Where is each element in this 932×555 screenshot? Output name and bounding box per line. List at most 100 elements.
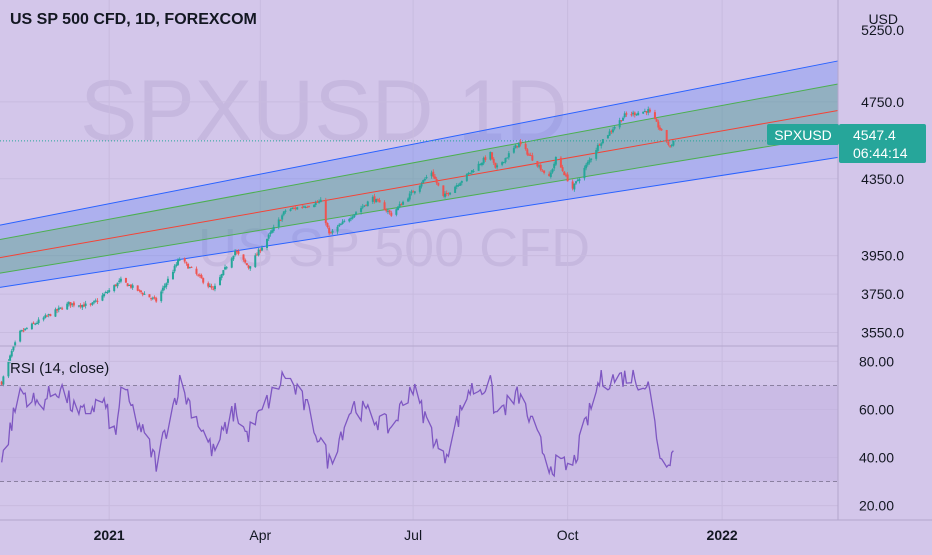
candle xyxy=(600,142,603,149)
candle xyxy=(455,182,458,190)
watermark-symbol: SPXUSD 1D xyxy=(80,63,568,159)
candle-body xyxy=(267,234,270,239)
candle-body xyxy=(272,226,275,231)
candle xyxy=(93,300,96,305)
candle xyxy=(538,164,541,169)
price-tick-label: 3750.0 xyxy=(861,286,904,302)
candle-body xyxy=(470,170,473,173)
candle-body xyxy=(128,285,131,287)
candle xyxy=(492,157,495,165)
candle xyxy=(349,216,352,222)
candle-body xyxy=(129,284,132,288)
candle xyxy=(596,143,599,153)
candle-body xyxy=(422,180,425,183)
candle xyxy=(407,197,410,202)
candle xyxy=(454,185,457,193)
candle xyxy=(516,145,519,149)
candle xyxy=(77,305,80,308)
candle xyxy=(395,207,398,217)
candle xyxy=(496,163,499,170)
candle xyxy=(103,292,106,298)
candle-body xyxy=(611,129,614,133)
candle-body xyxy=(516,145,519,147)
rsi-axis[interactable]: 20.00 40.00 60.00 80.00 xyxy=(859,353,894,513)
candle-body xyxy=(595,150,598,159)
time-tick-label: 2021 xyxy=(94,527,125,543)
candle-body xyxy=(355,212,358,214)
candle xyxy=(422,179,425,184)
candle-body xyxy=(625,113,628,115)
candle xyxy=(388,209,391,215)
candle xyxy=(467,171,470,176)
candle xyxy=(24,328,27,331)
candle-body xyxy=(301,207,304,209)
candle xyxy=(351,214,354,220)
candle xyxy=(506,157,509,159)
regression-channel xyxy=(0,60,839,288)
candle-body xyxy=(494,162,497,168)
candle xyxy=(343,219,346,223)
candle-body xyxy=(536,161,539,167)
candle-body xyxy=(502,161,505,163)
price-axis[interactable]: 3550.0 3750.0 3950.0 4350.0 4750.0 5250.0 xyxy=(861,22,904,341)
candle-body xyxy=(143,293,146,295)
candle-body xyxy=(351,216,354,219)
candle xyxy=(623,111,626,119)
candle xyxy=(375,198,378,203)
candle xyxy=(633,111,636,118)
candle-body xyxy=(376,199,379,201)
candle xyxy=(576,178,579,182)
candle-body xyxy=(177,259,180,265)
candle xyxy=(469,172,472,175)
candle-body xyxy=(657,121,660,128)
candle xyxy=(119,276,122,284)
watermark-description: US SP 500 CFD xyxy=(198,218,590,278)
candle xyxy=(267,233,270,241)
candle xyxy=(244,258,247,264)
candle xyxy=(514,144,517,149)
candle-body xyxy=(606,135,609,139)
candle-body xyxy=(124,277,127,283)
candle xyxy=(613,125,616,131)
candle xyxy=(224,264,227,271)
candle-body xyxy=(249,266,252,269)
candle-body xyxy=(89,303,92,305)
candle-body xyxy=(72,302,75,306)
candle-body xyxy=(197,274,200,276)
candle-body xyxy=(561,167,564,171)
candle xyxy=(151,296,154,301)
candle-body xyxy=(198,274,201,276)
candle-body xyxy=(554,156,557,165)
candle xyxy=(316,200,319,204)
candle-body xyxy=(444,193,447,197)
candle-body xyxy=(489,151,492,160)
candle xyxy=(348,217,351,223)
candle xyxy=(657,119,660,130)
candle-body xyxy=(549,172,552,177)
candle xyxy=(30,322,33,330)
candle-body xyxy=(420,183,423,187)
candle xyxy=(670,143,673,148)
candle xyxy=(643,108,646,112)
candle-body xyxy=(175,264,178,266)
candle xyxy=(383,200,386,211)
candle xyxy=(271,228,274,234)
candle-body xyxy=(366,201,369,207)
candle-body xyxy=(314,202,317,205)
candle xyxy=(301,204,304,209)
time-axis[interactable]: 2021 Apr Jul Oct 2022 xyxy=(94,527,738,543)
candle xyxy=(232,255,235,261)
candle xyxy=(12,345,15,352)
candle xyxy=(588,157,591,165)
candle xyxy=(202,277,205,285)
price-scale-background[interactable] xyxy=(838,0,932,520)
candle-body xyxy=(306,206,309,208)
candle-body xyxy=(279,219,282,221)
candle xyxy=(519,139,522,147)
candle-body xyxy=(504,158,507,163)
candle-body xyxy=(269,232,272,235)
candle xyxy=(143,291,146,295)
currency-label[interactable]: USD xyxy=(868,11,898,27)
candle-body xyxy=(524,143,527,150)
candle-body xyxy=(432,171,435,177)
